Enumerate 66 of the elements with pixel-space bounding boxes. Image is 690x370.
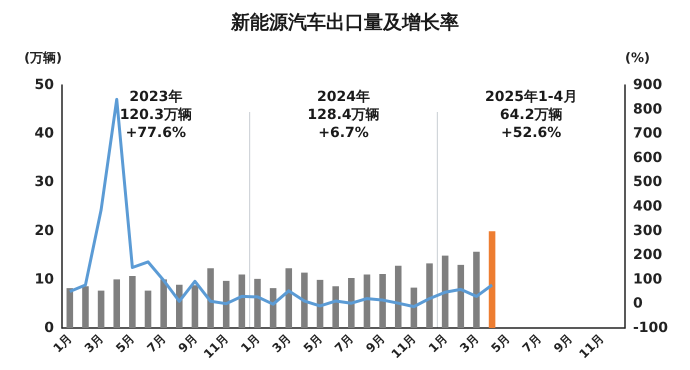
bar [113, 279, 120, 328]
y-tick-label: 10 [34, 271, 54, 288]
x-tick-label: 9月 [550, 331, 576, 356]
y-tick-label: 40 [34, 126, 54, 142]
annotation: 2024年 128.4万辆 +6.7% [307, 89, 380, 141]
bar [301, 272, 308, 328]
bar [442, 256, 448, 328]
bar [238, 274, 246, 328]
y2-tick-label: 100 [633, 271, 662, 288]
bar [332, 286, 339, 328]
x-tick-label: 5月 [488, 331, 513, 356]
bar [394, 266, 402, 328]
y-axis-title: (万辆) [24, 51, 62, 66]
bar [473, 252, 480, 328]
bar [82, 286, 89, 328]
x-tick-label: 5月 [300, 331, 325, 356]
y2-tick-label: 700 [633, 126, 662, 142]
bar [285, 268, 292, 328]
bar [379, 274, 386, 328]
bar [254, 278, 261, 328]
bar [222, 280, 230, 328]
bar [160, 279, 167, 328]
bar [270, 288, 276, 328]
y2-tick-label: 300 [633, 222, 662, 239]
bar [488, 231, 496, 328]
y2-tick-label: 600 [633, 150, 662, 166]
bar [129, 276, 136, 328]
bar [207, 268, 214, 328]
x-tick-label: 7月 [332, 331, 356, 356]
bar [98, 290, 104, 328]
y2-axis-title: (%) [625, 51, 650, 66]
x-tick-label: 3月 [269, 331, 294, 356]
x-tick-label: 1月 [238, 331, 262, 356]
y2-tick-label: 400 [633, 198, 662, 214]
x-tick-label: 7月 [144, 331, 169, 356]
y2-tick-label: 0 [633, 296, 643, 312]
bar [348, 278, 355, 328]
x-tick-label: 7月 [520, 331, 544, 356]
annotation: 2025年1-4月 64.2万辆 +52.6% [485, 89, 578, 141]
x-tick-label: 11月 [200, 331, 232, 362]
bar [410, 288, 418, 328]
x-tick-label: 11月 [388, 331, 419, 362]
x-tick-label: 9月 [176, 331, 200, 356]
bar [144, 290, 152, 328]
bar [426, 263, 433, 328]
bar [66, 288, 74, 328]
y-tick-label: 20 [34, 222, 54, 239]
bar [364, 274, 370, 328]
x-tick-label: 1月 [426, 331, 450, 356]
y2-tick-label: 500 [633, 174, 662, 190]
bar [458, 264, 464, 328]
x-tick-label: 5月 [113, 331, 138, 356]
annotation: 2023年 120.3万辆 +77.6% [120, 89, 192, 141]
x-tick-label: 9月 [363, 331, 388, 356]
x-tick-label: 11月 [576, 331, 606, 362]
y-tick-label: 30 [34, 174, 54, 190]
chart-title: 新能源汽车出口量及增长率 [230, 12, 459, 34]
y2-tick-label: 800 [633, 101, 662, 118]
y2-tick-label: 900 [633, 77, 662, 93]
bar [316, 280, 324, 328]
x-tick-label: 3月 [82, 331, 106, 356]
y2-tick-label: -100 [633, 320, 668, 336]
bar [192, 285, 198, 328]
x-tick-label: 3月 [457, 331, 482, 356]
y2-tick-label: 200 [633, 247, 662, 264]
y-tick-label: 50 [34, 77, 54, 93]
